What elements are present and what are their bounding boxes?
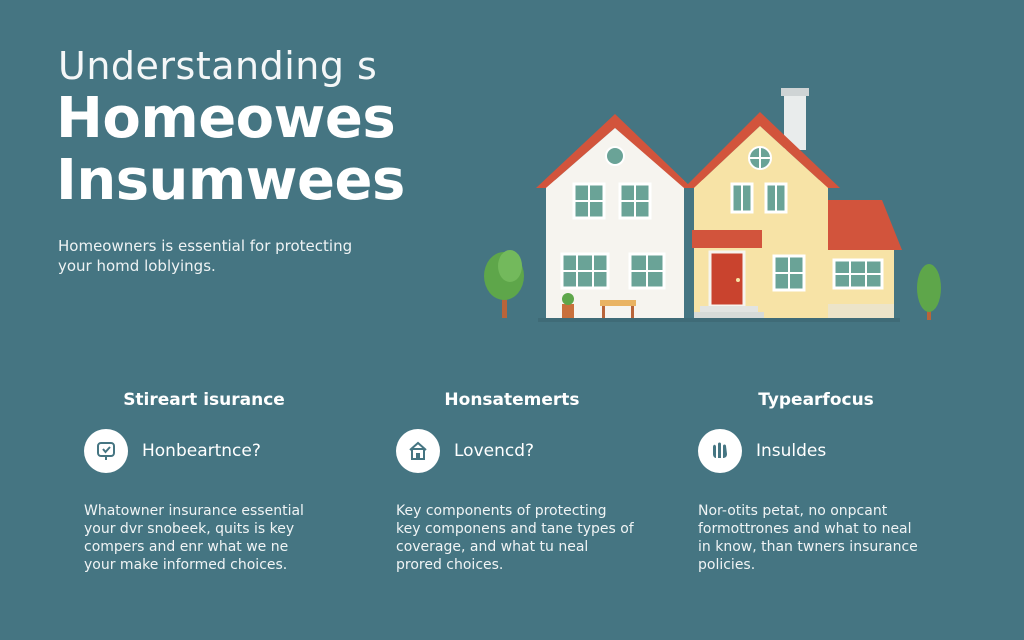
title-line-1: Homeowes xyxy=(56,86,396,151)
body-line: Nor-otits petat, no onpcant xyxy=(698,503,888,519)
body-line: Key components of protecting xyxy=(396,503,607,519)
hero-kicker: Understanding s xyxy=(58,44,378,88)
body-line: your make informed choices. xyxy=(84,557,288,573)
feature-row: Lovencd? xyxy=(396,428,656,474)
left-house-icon xyxy=(536,114,692,320)
info-column-1: Stireart isurance Honbeartnce? Whatowner… xyxy=(84,390,344,574)
feature-label: Honbeartnce? xyxy=(142,441,261,461)
title-line-2: Insumwees xyxy=(56,148,405,213)
house-icon xyxy=(396,429,440,473)
body-line: policies. xyxy=(698,557,756,573)
body-line: in know, than twners insurance xyxy=(698,539,918,555)
feature-row: Honbeartnce? xyxy=(84,428,344,474)
column-body: Whatowner insurance essential your dvr s… xyxy=(84,502,344,574)
info-column-3: Typearfocus Insuldes Nor-otits petat, no… xyxy=(698,390,958,574)
feature-label: Lovencd? xyxy=(454,441,535,461)
info-column-2: Honsatemerts Lovencd? Key components of … xyxy=(396,390,656,574)
body-line: key componens and tane types of xyxy=(396,521,634,537)
column-body: Key components of protecting key compone… xyxy=(396,502,656,574)
column-heading: Typearfocus xyxy=(758,390,874,410)
column-heading: Stireart isurance xyxy=(123,390,285,410)
right-house-icon xyxy=(684,88,840,320)
tree-left-icon xyxy=(484,250,524,318)
hero-description-line-2: your homd loblyings. xyxy=(58,257,216,275)
hands-icon xyxy=(698,429,742,473)
feature-label: Insuldes xyxy=(756,441,827,461)
hero-description-line-1: Homeowners is essential for protecting xyxy=(58,237,353,255)
tree-right-icon xyxy=(917,264,941,320)
body-line: your dvr snobeek, quits is key xyxy=(84,521,295,537)
body-line: Whatowner insurance essential xyxy=(84,503,304,519)
body-line: coverage, and what tu neal xyxy=(396,539,589,555)
hero-description: Homeowners is essential for protecting y… xyxy=(58,236,388,276)
page-title: Homeowes Insumwees xyxy=(56,88,496,212)
garage-wing-icon xyxy=(828,200,902,320)
body-line: formottrones and what to neal xyxy=(698,521,912,537)
body-line: prored choices. xyxy=(396,557,504,573)
body-line: compers and enr what we ne xyxy=(84,539,289,555)
column-body: Nor-otits petat, no onpcant formottrones… xyxy=(698,502,958,574)
shield-check-icon xyxy=(84,429,128,473)
feature-row: Insuldes xyxy=(698,428,958,474)
column-heading: Honsatemerts xyxy=(444,390,580,410)
houses-illustration xyxy=(484,88,941,322)
